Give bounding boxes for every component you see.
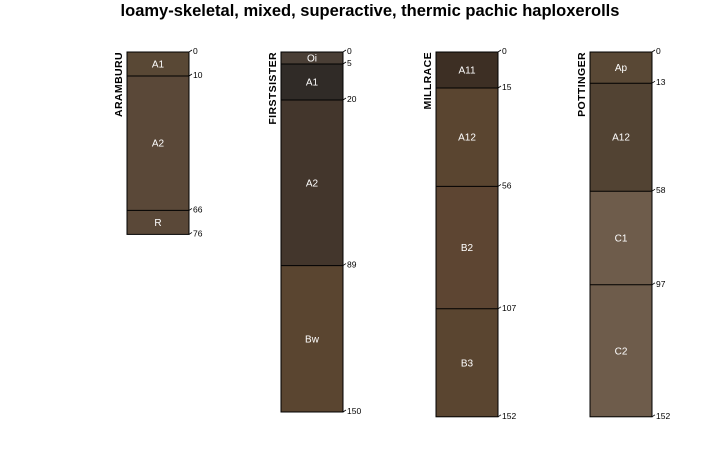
depth-label: 97 [656, 279, 666, 289]
horizon-b3 [436, 308, 498, 417]
depth-label: 89 [347, 260, 357, 270]
depth-tick [342, 49, 347, 53]
profile-name: ARAMBURU [113, 52, 125, 117]
depth-tick [651, 188, 656, 192]
horizon-oi [281, 52, 343, 64]
depth-tick [497, 306, 502, 310]
depth-tick [188, 73, 193, 77]
depth-tick [342, 97, 347, 101]
horizon-label: A2 [306, 178, 319, 189]
horizon-a1 [281, 64, 343, 100]
horizon-label: A2 [152, 139, 165, 150]
depth-label: 66 [193, 204, 203, 214]
horizon-label: Oi [307, 54, 317, 65]
depth-label: 10 [193, 70, 203, 80]
horizon-label: A1 [306, 78, 319, 89]
horizon-a11 [436, 52, 498, 88]
profile-name: POTTINGER [576, 52, 588, 117]
profile-aramburu: A1 A2 R 0 10 66 76 ARAMBURU [113, 46, 203, 238]
horizon-label: B3 [461, 358, 474, 369]
horizon-a2 [281, 100, 343, 266]
chart-title: loamy-skeletal, mixed, superactive, ther… [120, 2, 620, 20]
horizon-label: C2 [615, 346, 628, 357]
depth-label: 15 [502, 82, 512, 92]
depth-label: 76 [193, 228, 203, 238]
horizon-c2 [590, 284, 652, 417]
depth-tick [497, 184, 502, 187]
depth-label: 0 [193, 46, 198, 56]
depth-label: 20 [347, 94, 357, 104]
profile-outline [589, 51, 653, 418]
horizon-label: C1 [615, 234, 628, 245]
profile-pottinger: Ap A12 C1 C2 0 13 58 97 152 POTTINGER [576, 46, 670, 421]
depth-tick [342, 263, 347, 266]
profile-outline [435, 51, 499, 418]
depth-tick [651, 49, 656, 53]
horizon-a12 [436, 88, 498, 187]
depth-label: 152 [656, 411, 670, 421]
depth-tick [342, 409, 347, 413]
horizon-a2 [127, 76, 189, 211]
profile-outline [126, 51, 190, 235]
horizon-label: A11 [458, 66, 475, 77]
horizon-ap [590, 52, 652, 84]
horizon-r [127, 210, 189, 235]
depth-label: 107 [502, 303, 516, 313]
horizon-label: Ap [615, 63, 628, 74]
profile-millrace: A11 A12 B2 B3 0 15 56 107 152 MILLRACE [422, 46, 516, 421]
depth-tick [497, 49, 502, 53]
depth-label: 152 [502, 411, 516, 421]
depth-tick [651, 282, 656, 286]
depth-label: 58 [656, 185, 666, 195]
profile-outline [280, 51, 344, 413]
depth-tick [497, 414, 502, 418]
depth-tick [188, 232, 193, 235]
horizon-label: B2 [461, 243, 474, 254]
profile-firstsister: Oi A1 A2 Bw 0 5 20 89 150 FIRSTSISTER [267, 46, 361, 416]
horizon-label: R [154, 218, 161, 229]
depth-tick [497, 85, 502, 89]
depth-tick [651, 80, 656, 84]
horizon-label: A12 [612, 133, 630, 144]
profile-name: MILLRACE [422, 52, 434, 109]
depth-tick [188, 208, 193, 211]
horizon-c1 [590, 191, 652, 285]
depth-label: 150 [347, 406, 361, 416]
depth-label: 5 [347, 58, 352, 68]
horizon-a12 [590, 83, 652, 192]
horizon-label: A1 [152, 60, 165, 71]
depth-label: 0 [347, 46, 352, 56]
depth-tick [188, 49, 193, 53]
depth-label: 0 [502, 46, 507, 56]
depth-label: 56 [502, 180, 512, 190]
horizon-b2 [436, 186, 498, 309]
depth-label: 0 [656, 46, 661, 56]
depth-tick [342, 61, 347, 65]
horizon-label: Bw [305, 334, 320, 345]
horizon-bw [281, 265, 343, 412]
depth-label: 13 [656, 77, 666, 87]
horizon-a1 [127, 52, 189, 76]
profile-name: FIRSTSISTER [267, 52, 279, 125]
depth-tick [651, 414, 656, 418]
horizon-label: A12 [458, 133, 476, 144]
